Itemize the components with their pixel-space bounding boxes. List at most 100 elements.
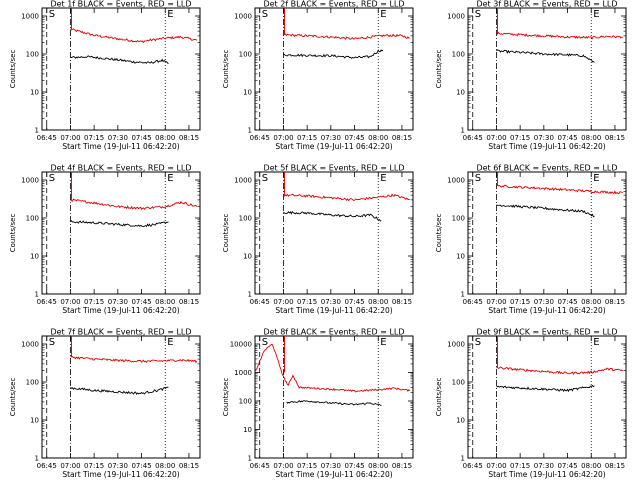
x-tick-label: 07:15 <box>84 298 104 306</box>
y-tick-label: 1000 <box>447 13 465 21</box>
plot-frame <box>41 171 201 295</box>
x-tick-label: 07:00 <box>273 298 293 306</box>
y-axis-label: Counts/sec <box>435 378 443 417</box>
x-tick-label: 06:45 <box>37 298 57 306</box>
x-tick-label: 07:00 <box>486 462 506 470</box>
x-tick-label: 06:45 <box>250 134 270 142</box>
marker-label-S: S <box>49 173 55 184</box>
marker-label-S: S <box>262 9 268 20</box>
x-tick-label: 07:45 <box>557 298 577 306</box>
marker-label-S: S <box>475 173 481 184</box>
lld-series-line <box>70 355 198 364</box>
events-series-line <box>70 386 169 396</box>
chart-title: Det 6f BLACK = Events, RED = LLD <box>476 164 617 173</box>
events-series-line <box>496 204 595 218</box>
chart-title: Det 3f BLACK = Events, RED = LLD <box>476 0 617 9</box>
x-tick-label: 07:30 <box>321 134 341 142</box>
marker-label-E: E <box>593 337 599 348</box>
x-axis-label: Start Time (19-Jul-11 06:42:20) <box>488 306 605 315</box>
x-tick-label: 07:30 <box>321 298 341 306</box>
x-tick-label: 07:15 <box>297 298 317 306</box>
x-tick-label: 07:30 <box>534 134 554 142</box>
x-tick-label: 07:15 <box>510 134 530 142</box>
y-tick-label: 10 <box>456 253 465 261</box>
marker-label-E: E <box>380 9 386 20</box>
y-axis-label: Counts/sec <box>222 50 230 89</box>
y-tick-label: 10 <box>243 253 252 261</box>
x-axis-label: Start Time (19-Jul-11 06:42:20) <box>275 306 392 315</box>
x-tick-label: 07:15 <box>84 134 104 142</box>
x-tick-label: 07:15 <box>297 134 317 142</box>
y-tick-label: 1 <box>248 455 252 463</box>
y-tick-label: 10000 <box>230 341 252 349</box>
events-series-line <box>70 55 169 65</box>
chart-title: Det 1f BLACK = Events, RED = LLD <box>50 0 191 9</box>
y-tick-label: 1 <box>35 127 39 135</box>
x-tick-label: 06:45 <box>37 134 57 142</box>
marker-label-E: E <box>167 9 173 20</box>
y-axis-label: Counts/sec <box>9 378 17 417</box>
y-axis-label: Counts/sec <box>222 378 230 417</box>
plot-frame <box>467 7 627 131</box>
x-tick-label: 07:15 <box>297 462 317 470</box>
chart-title: Det 7f BLACK = Events, RED = LLD <box>50 328 191 337</box>
y-tick-label: 10 <box>456 417 465 425</box>
x-tick-label: 07:45 <box>131 134 151 142</box>
events-series-line <box>283 49 384 59</box>
chart-panel-3: Det 3f BLACK = Events, RED = LLD 1 10 100 10… <box>435 0 627 151</box>
chart-title: Det 9f BLACK = Events, RED = LLD <box>476 328 617 337</box>
events-series-line <box>283 210 382 222</box>
chart-title: Det 8f BLACK = Events, RED = LLD <box>263 328 404 337</box>
plot-frame <box>467 171 627 295</box>
plot-frame <box>254 335 414 459</box>
x-tick-label: 06:45 <box>463 134 483 142</box>
y-tick-label: 100 <box>26 379 39 387</box>
x-tick-label: 08:00 <box>581 298 601 306</box>
x-axis-label: Start Time (19-Jul-11 06:42:20) <box>488 470 605 479</box>
y-tick-label: 10 <box>30 253 39 261</box>
y-tick-label: 100 <box>239 398 252 406</box>
lld-series-line <box>70 28 198 44</box>
x-tick-label: 07:00 <box>60 298 80 306</box>
chart-panel-4: Det 4f BLACK = Events, RED = LLD 1 10 100 10… <box>9 164 201 315</box>
x-tick-label: 06:45 <box>37 462 57 470</box>
x-tick-label: 07:30 <box>108 134 128 142</box>
x-axis-label: Start Time (19-Jul-11 06:42:20) <box>488 142 605 151</box>
marker-label-S: S <box>475 337 481 348</box>
x-tick-label: 08:00 <box>155 134 175 142</box>
y-tick-label: 100 <box>26 215 39 223</box>
marker-label-E: E <box>593 173 599 184</box>
events-series-line <box>286 400 382 406</box>
x-tick-label: 06:45 <box>250 298 270 306</box>
x-tick-label: 08:00 <box>368 134 388 142</box>
y-tick-label: 1000 <box>21 177 39 185</box>
x-tick-label: 08:00 <box>368 298 388 306</box>
marker-label-S: S <box>262 173 268 184</box>
lld-series-line <box>496 31 623 40</box>
x-tick-label: 07:45 <box>557 462 577 470</box>
chart-panel-9: Det 9f BLACK = Events, RED = LLD 1 10 100 10… <box>435 328 627 479</box>
lld-series-line <box>283 33 410 40</box>
x-tick-label: 07:15 <box>510 298 530 306</box>
marker-label-S: S <box>49 337 55 348</box>
chart-title: Det 5f BLACK = Events, RED = LLD <box>263 164 404 173</box>
chart-panel-2: Det 2f BLACK = Events, RED = LLD 1 10 100 10… <box>222 0 414 151</box>
x-tick-label: 08:00 <box>581 462 601 470</box>
x-tick-label: 06:45 <box>250 462 270 470</box>
x-tick-label: 08:15 <box>392 462 412 470</box>
chart-title: Det 2f BLACK = Events, RED = LLD <box>263 0 404 9</box>
y-tick-label: 100 <box>452 51 465 59</box>
plot-frame <box>41 335 201 459</box>
x-tick-label: 07:30 <box>321 462 341 470</box>
x-tick-label: 08:00 <box>368 462 388 470</box>
y-tick-label: 1 <box>461 127 465 135</box>
marker-label-E: E <box>593 9 599 20</box>
y-tick-label: 10 <box>243 426 252 434</box>
y-tick-label: 1000 <box>447 177 465 185</box>
x-tick-label: 07:45 <box>131 298 151 306</box>
plot-frame <box>467 335 627 459</box>
y-tick-label: 1 <box>248 291 252 299</box>
marker-label-E: E <box>380 337 386 348</box>
y-tick-label: 1 <box>35 455 39 463</box>
x-axis-label: Start Time (19-Jul-11 06:42:20) <box>62 142 179 151</box>
